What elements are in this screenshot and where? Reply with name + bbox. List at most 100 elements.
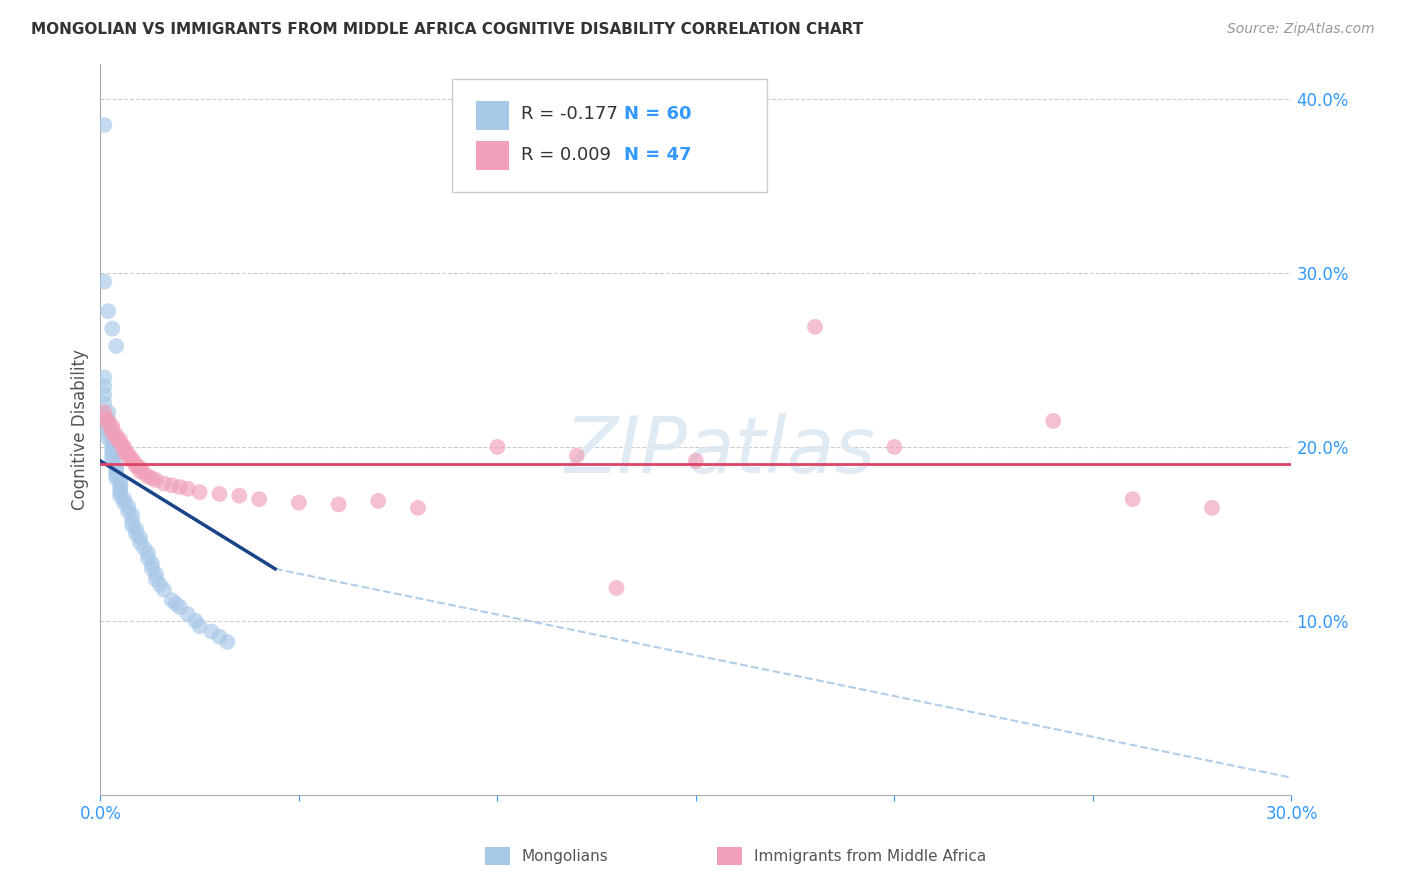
Point: [153, 582, 176, 597]
Point: [125, 458, 148, 472]
Point: [117, 449, 139, 463]
Point: [165, 597, 187, 611]
Point: [108, 478, 131, 492]
Point: [169, 480, 191, 494]
Text: MONGOLIAN VS IMMIGRANTS FROM MIDDLE AFRICA COGNITIVE DISABILITY CORRELATION CHAR: MONGOLIAN VS IMMIGRANTS FROM MIDDLE AFRI…: [31, 22, 863, 37]
Point: [101, 450, 124, 465]
Point: [176, 607, 198, 621]
Point: [101, 321, 124, 335]
Point: [129, 535, 152, 549]
Point: [1042, 414, 1064, 428]
Point: [93, 410, 115, 425]
Point: [101, 419, 124, 434]
Point: [112, 442, 135, 456]
Point: [97, 304, 120, 318]
Point: [97, 431, 120, 445]
Point: [804, 319, 827, 334]
Point: [200, 624, 222, 639]
Point: [117, 499, 139, 513]
Point: [565, 449, 588, 463]
Point: [101, 440, 124, 454]
Point: [328, 497, 350, 511]
Point: [108, 482, 131, 496]
Point: [145, 567, 167, 582]
Point: [108, 489, 131, 503]
Point: [105, 458, 128, 472]
Point: [160, 478, 183, 492]
Point: [101, 425, 124, 440]
Point: [605, 581, 627, 595]
Point: [1122, 492, 1144, 507]
Text: Immigrants from Middle Africa: Immigrants from Middle Africa: [754, 849, 986, 863]
Point: [145, 473, 167, 487]
Y-axis label: Cognitive Disability: Cognitive Disability: [72, 349, 89, 510]
Point: [105, 471, 128, 485]
Point: [108, 485, 131, 500]
Point: [108, 433, 131, 447]
Point: [129, 531, 152, 545]
Bar: [717, 847, 742, 865]
Point: [105, 460, 128, 475]
Point: [883, 440, 905, 454]
Point: [141, 471, 163, 485]
Point: [117, 447, 139, 461]
Point: [93, 379, 115, 393]
Point: [112, 440, 135, 454]
Point: [136, 551, 159, 566]
Point: [101, 447, 124, 461]
Point: [105, 464, 128, 478]
Point: [117, 504, 139, 518]
Point: [228, 489, 250, 503]
Point: [112, 496, 135, 510]
Point: [141, 557, 163, 571]
Point: [136, 469, 159, 483]
Text: Mongolians: Mongolians: [522, 849, 609, 863]
Point: [105, 339, 128, 353]
Bar: [485, 847, 510, 865]
Point: [97, 405, 120, 419]
Point: [141, 562, 163, 576]
Point: [125, 459, 148, 474]
Point: [188, 619, 211, 633]
Point: [247, 492, 270, 507]
Text: R = 0.009: R = 0.009: [520, 146, 610, 164]
Point: [367, 494, 389, 508]
Point: [105, 431, 128, 445]
Text: Source: ZipAtlas.com: Source: ZipAtlas.com: [1227, 22, 1375, 37]
Point: [112, 445, 135, 459]
Point: [97, 414, 120, 428]
Point: [136, 546, 159, 560]
Point: [1201, 500, 1223, 515]
Point: [97, 425, 120, 440]
Point: [101, 434, 124, 449]
Point: [288, 496, 311, 510]
Point: [101, 423, 124, 437]
Point: [169, 600, 191, 615]
Point: [121, 513, 143, 527]
Point: [101, 454, 124, 468]
FancyBboxPatch shape: [451, 78, 768, 192]
Point: [486, 440, 509, 454]
Point: [108, 436, 131, 450]
Point: [97, 423, 120, 437]
Point: [125, 527, 148, 541]
Point: [132, 466, 155, 480]
FancyBboxPatch shape: [475, 101, 509, 130]
Point: [153, 476, 176, 491]
Point: [97, 417, 120, 432]
Point: [685, 454, 707, 468]
Text: N = 47: N = 47: [624, 146, 692, 164]
Point: [105, 467, 128, 482]
Point: [184, 614, 207, 628]
Point: [112, 492, 135, 507]
Point: [160, 593, 183, 607]
Point: [93, 396, 115, 410]
Point: [93, 370, 115, 384]
Point: [217, 635, 239, 649]
Point: [97, 417, 120, 432]
Text: N = 60: N = 60: [624, 104, 692, 123]
Point: [121, 508, 143, 522]
Point: [93, 118, 115, 132]
Point: [132, 541, 155, 555]
Point: [149, 577, 172, 591]
